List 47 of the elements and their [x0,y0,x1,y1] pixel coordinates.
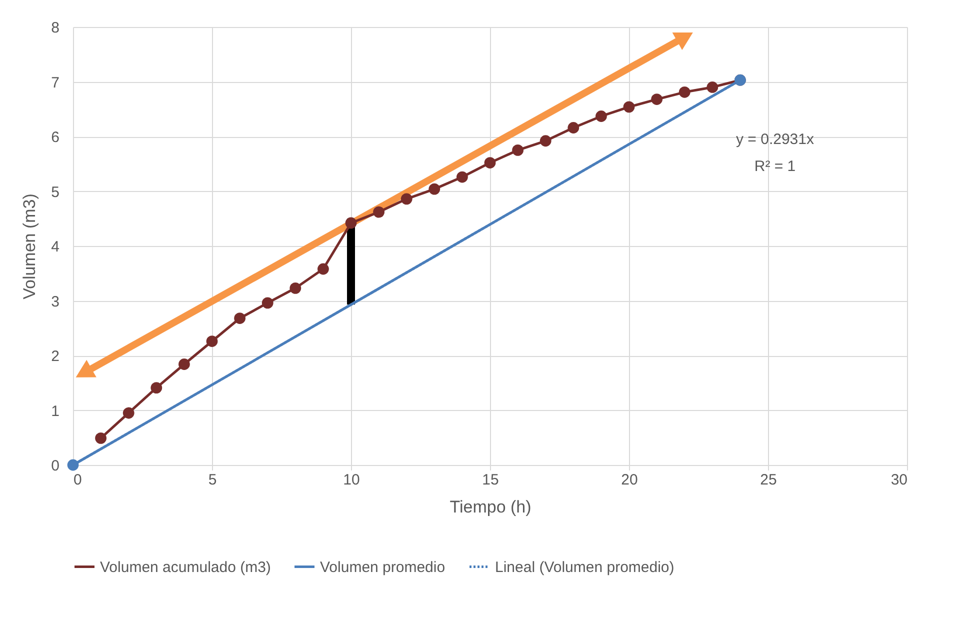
point [651,94,662,105]
y-tick-label: 5 [51,184,60,201]
point [122,407,134,419]
point [706,82,718,93]
y-tick-label: 6 [51,129,60,146]
point [318,263,329,275]
point [596,110,607,122]
point [540,135,552,147]
legend-label: Volumen acumulado (m3) [100,558,271,576]
point [67,459,79,471]
legend-label: Lineal (Volumen promedio) [495,558,674,576]
x-tick-label: 10 [343,472,360,488]
point [456,171,468,183]
x-tick-label: 15 [482,472,499,488]
x-axis-title: Tiempo (h) [450,498,532,516]
point [206,336,218,347]
point [568,122,580,134]
point [400,193,412,205]
point [428,183,440,195]
point [623,101,635,113]
point [484,157,496,168]
point [234,312,246,324]
point [678,86,690,98]
point [345,217,357,229]
annotation: R² = 1 [754,158,796,175]
y-tick-label: 2 [51,348,60,365]
x-tick-label: 0 [74,472,82,488]
legend-label: Volumen promedio [320,558,446,576]
point [150,382,162,394]
y-tick-label: 4 [51,238,60,256]
y-tick-label: 1 [51,402,60,420]
point [178,358,190,370]
x-tick-label: 25 [760,472,777,488]
y-tick-label: 7 [51,74,60,92]
point [95,432,106,444]
y-tick-label: 0 [51,458,60,474]
annotation: y = 0.2931x [736,131,814,148]
x-tick-label: 5 [208,472,217,488]
y-axis-title: Volumen (m3) [20,194,40,300]
point [512,144,524,156]
y-tick-label: 3 [51,293,60,310]
x-tick-label: 30 [890,472,908,488]
y-tick-label: 8 [51,20,60,36]
point [290,282,302,294]
point [262,297,274,309]
point [373,206,384,218]
x-tick-label: 20 [621,472,638,488]
